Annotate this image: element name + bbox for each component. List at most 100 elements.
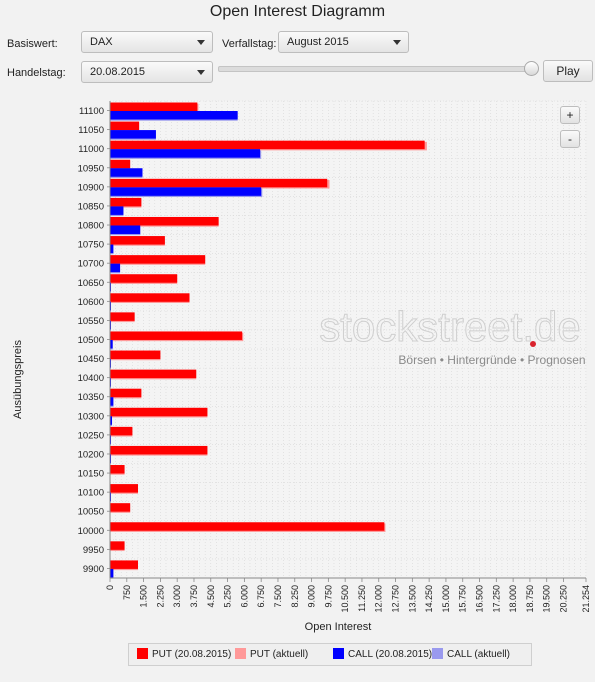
bar-call-11000 xyxy=(110,149,261,158)
bar-put-10300 xyxy=(110,407,208,417)
bar-put-11050 xyxy=(110,121,140,131)
watermark-dot xyxy=(530,341,536,347)
y-tick-label: 10750 xyxy=(78,240,104,251)
bar-call-10350 xyxy=(110,397,114,406)
y-tick-label: 10650 xyxy=(78,278,104,289)
page-title: Open Interest Diagramm xyxy=(209,3,386,20)
bar-call-11100 xyxy=(110,111,238,120)
bar-put-10950 xyxy=(110,159,131,169)
y-tick-label: 10050 xyxy=(78,507,104,518)
play-button[interactable]: Play xyxy=(543,60,593,82)
bar-put-11100 xyxy=(110,102,198,111)
bar-put-9950 xyxy=(110,541,125,550)
x-tick-label: 13.500 xyxy=(407,585,417,613)
watermark-tagline: Börsen • Hintergründe • Prognosen xyxy=(398,353,585,367)
x-tick-label: 9.750 xyxy=(323,585,333,608)
x-tick-label: 7.500 xyxy=(273,585,283,608)
bar-put-11000 xyxy=(110,140,425,150)
handelstag-label: Handelstag: xyxy=(7,67,66,79)
legend-label: CALL (aktuell) xyxy=(447,649,510,660)
bar-put-10250 xyxy=(110,426,133,436)
legend-label: CALL (20.08.2015) xyxy=(348,649,433,660)
legend-label: PUT (20.08.2015) xyxy=(152,649,232,660)
x-tick-label: 6.000 xyxy=(239,585,249,608)
y-tick-label: 10300 xyxy=(78,411,104,422)
y-tick-label: 11050 xyxy=(78,125,104,136)
basiswert-value: DAX xyxy=(90,36,113,48)
x-tick-label: 15.750 xyxy=(458,585,468,613)
y-tick-label: 10400 xyxy=(78,373,104,384)
bar-put-10100 xyxy=(110,484,138,493)
x-tick-label: 5.250 xyxy=(223,585,233,608)
x-tick-label: 15.000 xyxy=(441,585,451,613)
chevron-down-icon xyxy=(197,40,205,45)
bar-put-10000 xyxy=(110,522,385,531)
date-slider-track[interactable] xyxy=(218,66,538,72)
x-axis-title: Open Interest xyxy=(305,621,372,633)
bar-call-11050 xyxy=(110,130,156,139)
y-tick-label: 9900 xyxy=(83,564,104,575)
x-tick-label: 10.500 xyxy=(340,585,350,613)
y-tick-label: 10350 xyxy=(78,392,104,403)
handelstag-value: 20.08.2015 xyxy=(90,66,146,78)
legend-item[interactable]: PUT (aktuell) xyxy=(235,648,308,662)
verfallstag-label: Verfallstag: xyxy=(222,38,277,50)
x-tick-label: 2.250 xyxy=(155,585,165,608)
legend-item[interactable]: CALL (20.08.2015) xyxy=(333,648,432,662)
x-tick-label: 19.500 xyxy=(542,585,552,613)
bar-put-9900 xyxy=(110,560,138,569)
y-tick-label: 10250 xyxy=(78,430,104,441)
x-tick-label: 12.000 xyxy=(374,585,384,613)
y-tick-label: 10850 xyxy=(78,201,104,212)
x-tick-label: 12.750 xyxy=(391,585,401,613)
verfallstag-select[interactable]: August 2015 xyxy=(278,31,409,53)
bar-call-10300 xyxy=(110,416,113,425)
legend-swatch xyxy=(333,648,344,659)
y-tick-label: 10700 xyxy=(78,259,104,270)
y-axis-title: Ausübungspreis xyxy=(12,340,24,419)
handelstag-select[interactable]: 20.08.2015 xyxy=(81,61,213,83)
bar-put-10150 xyxy=(110,465,125,474)
bar-put-10500 xyxy=(110,331,243,340)
legend-swatch xyxy=(235,648,246,659)
bar-call-10850 xyxy=(110,206,124,215)
bar-put-10550 xyxy=(110,312,135,321)
bar-call-9900 xyxy=(110,568,114,578)
x-tick-label: 20.250 xyxy=(559,585,569,613)
y-tick-label: 11100 xyxy=(79,106,104,117)
x-tick-label: 8.250 xyxy=(290,585,300,608)
bar-put-10850 xyxy=(110,197,142,207)
y-tick-label: 10600 xyxy=(78,297,104,308)
basiswert-select[interactable]: DAX xyxy=(81,31,213,53)
x-tick-label: 18.000 xyxy=(508,585,518,613)
zoom-in-button[interactable]: + xyxy=(560,106,580,124)
legend-item[interactable]: CALL (aktuell) xyxy=(432,648,510,662)
y-tick-label: 10000 xyxy=(78,526,104,537)
x-tick-label: 3.750 xyxy=(189,585,199,608)
basiswert-label: Basiswert: xyxy=(7,38,58,50)
chart-legend: PUT (20.08.2015) PUT (aktuell) CALL (20.… xyxy=(128,643,532,666)
bar-put-10700 xyxy=(110,255,206,264)
y-tick-label: 10900 xyxy=(78,182,104,193)
zoom-out-button[interactable]: - xyxy=(560,130,580,148)
legend-item[interactable]: PUT (20.08.2015) xyxy=(137,648,231,662)
x-tick-label: 4.500 xyxy=(206,585,216,608)
y-tick-label: 10500 xyxy=(78,335,104,346)
y-tick-label: 10450 xyxy=(78,354,104,365)
legend-swatch xyxy=(432,648,443,659)
bar-put-10050 xyxy=(110,503,131,512)
x-tick-label: 1.500 xyxy=(139,585,149,608)
y-tick-label: 10550 xyxy=(78,316,104,327)
chevron-down-icon xyxy=(393,40,401,45)
bar-call-10750 xyxy=(110,244,114,254)
y-tick-label: 11000 xyxy=(78,144,104,155)
x-tick-label: 750 xyxy=(122,585,132,600)
x-tick-label: 16.500 xyxy=(475,585,485,613)
y-tick-label: 10950 xyxy=(78,163,104,174)
date-slider-thumb[interactable] xyxy=(524,61,539,76)
bar-call-10500 xyxy=(110,339,113,349)
open-interest-chart: stockstreet.de Börsen • Hintergründe • Pr… xyxy=(12,100,591,633)
x-tick-label: 18.750 xyxy=(525,585,535,613)
y-tick-label: 10800 xyxy=(78,221,104,232)
bar-call-10900 xyxy=(110,187,262,196)
